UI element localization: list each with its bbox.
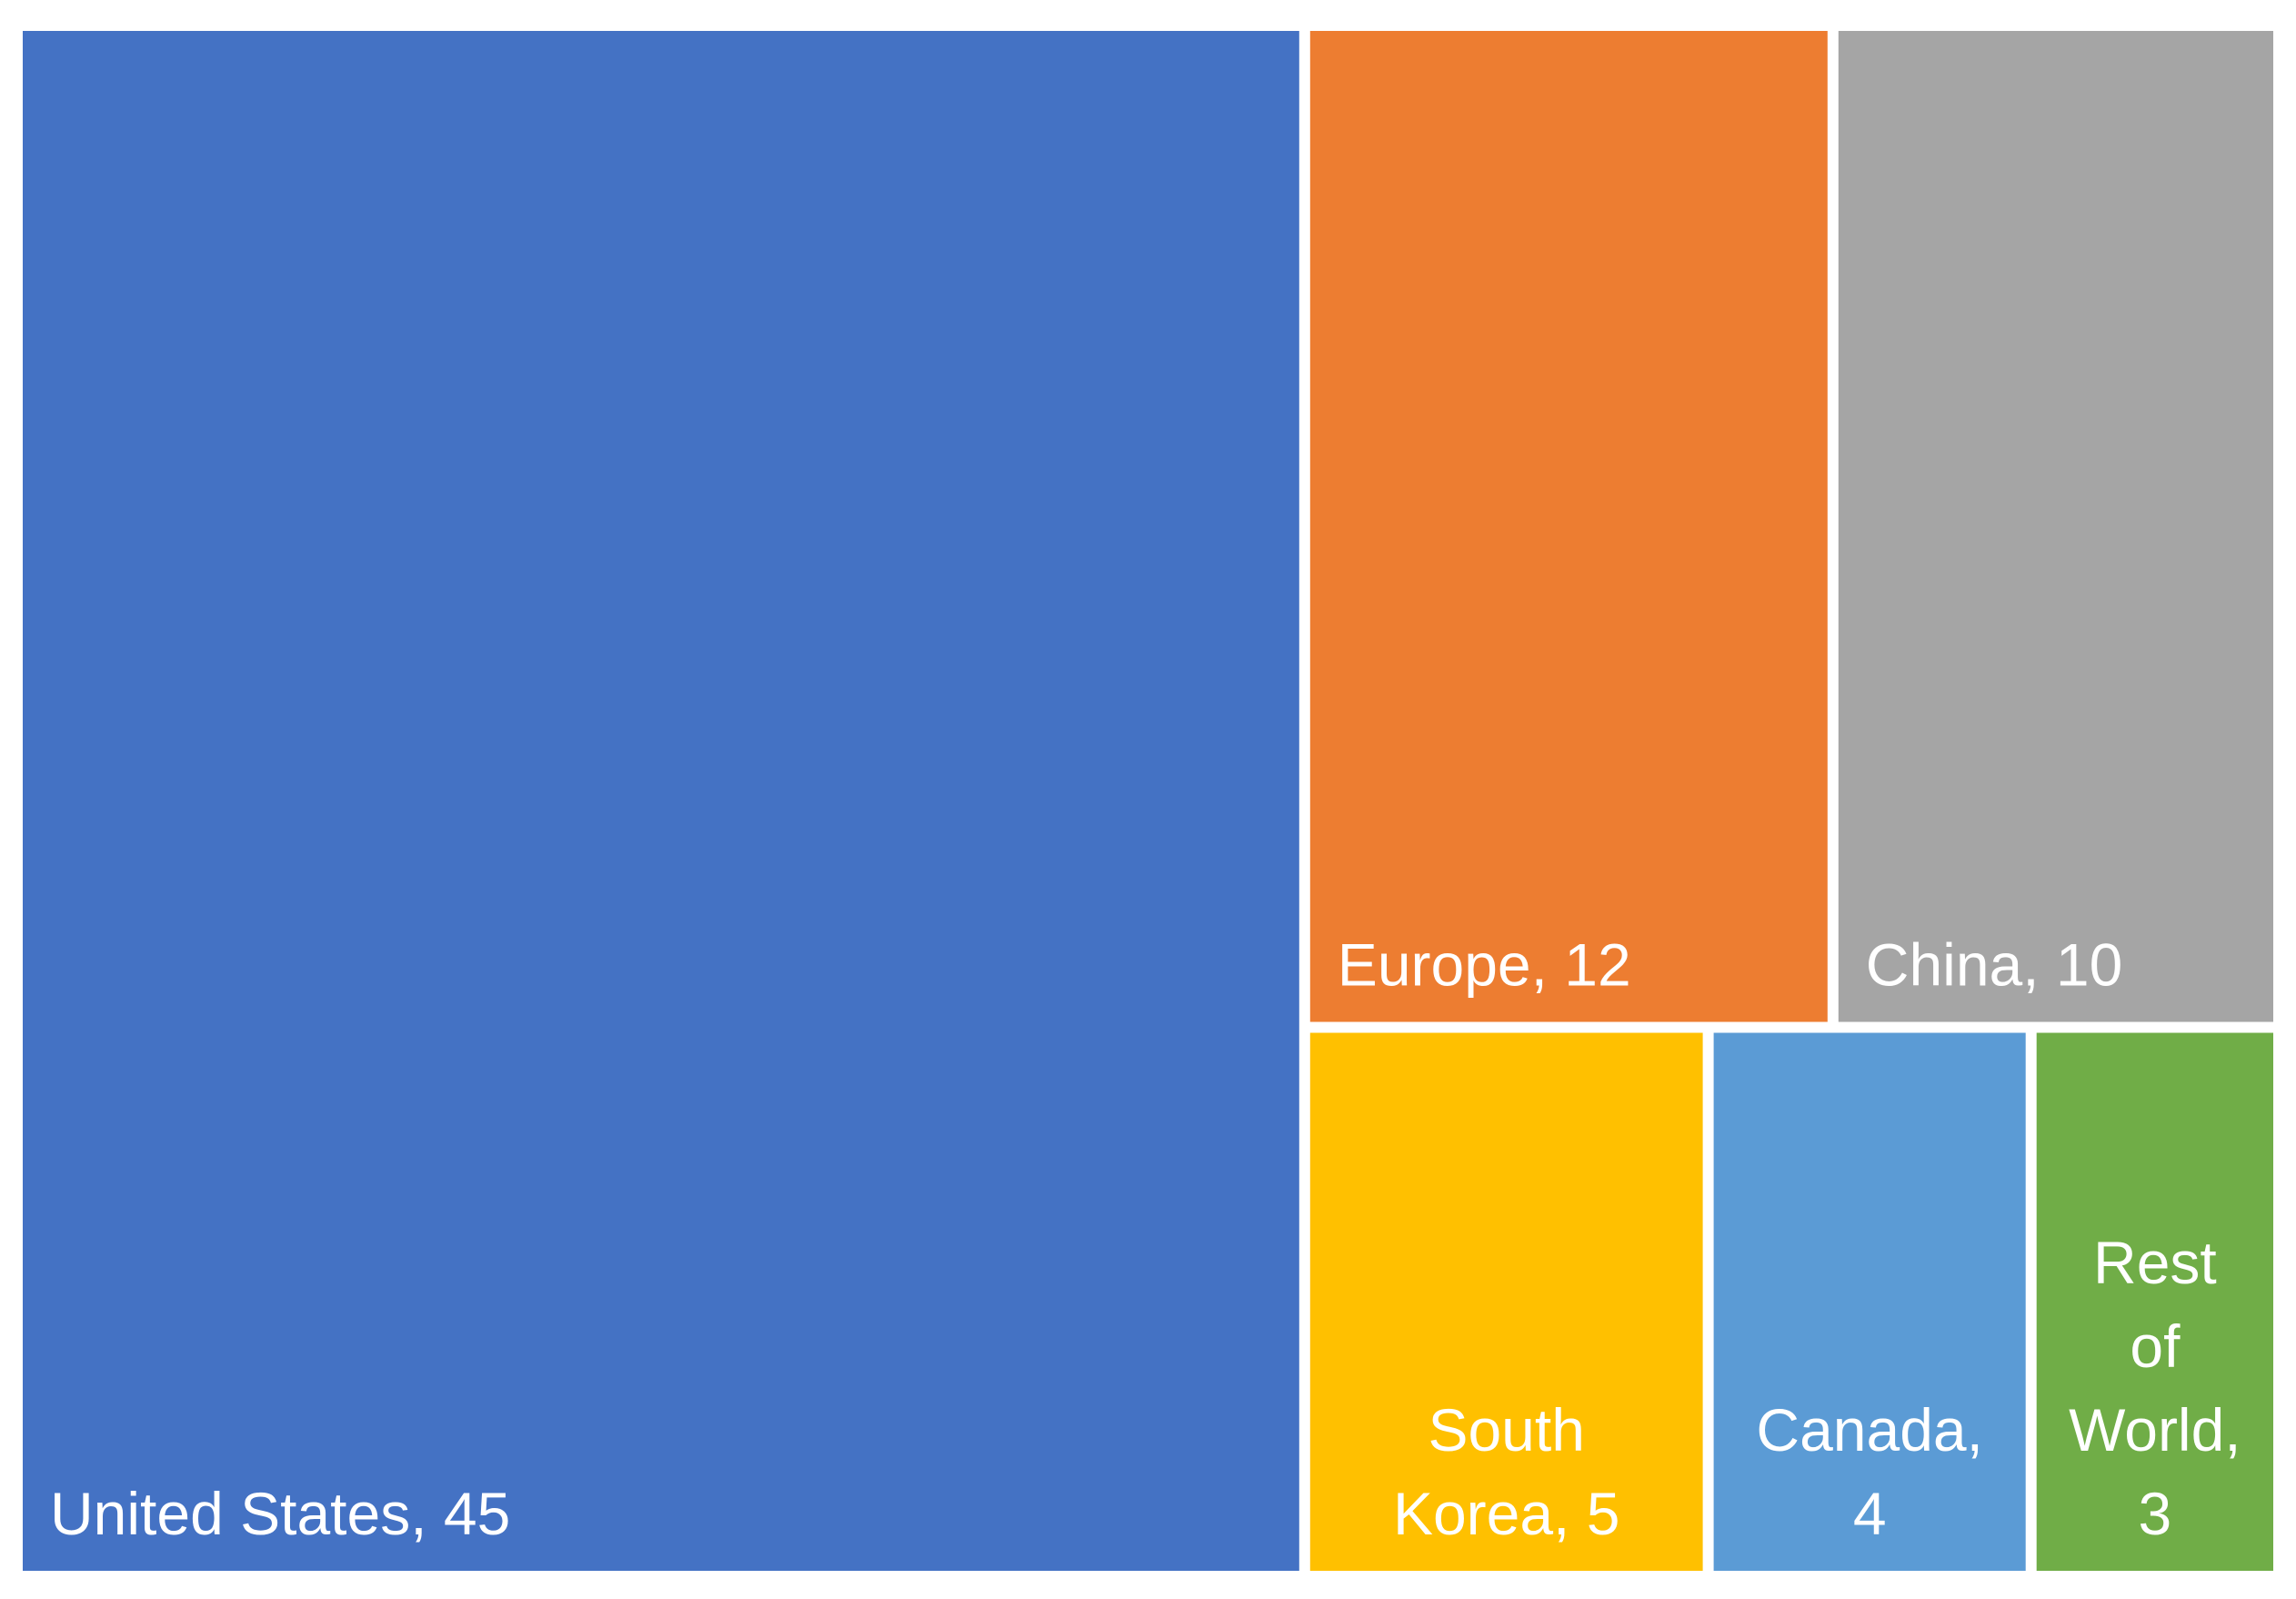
tile-label-rest-of-world-line-4: 3 xyxy=(2139,1480,2172,1547)
tile-label-canada-line-1: Canada, xyxy=(1756,1396,1983,1463)
tile-europe: Europe, 12 xyxy=(1309,31,1828,1022)
tile-canada: Canada, 4 xyxy=(1713,1032,2026,1571)
tile-label-china-line-1: China, 10 xyxy=(1866,931,2123,999)
tile-rect-united-states xyxy=(23,31,1299,1571)
tile-label-south-korea-line-2: Korea, 5 xyxy=(1393,1480,1620,1547)
tile-rect-china xyxy=(1838,31,2273,1022)
tile-china: China, 10 xyxy=(1838,31,2273,1022)
tile-rest-of-world: Rest of World, 3 xyxy=(2036,1032,2273,1571)
tile-rect-south-korea xyxy=(1309,1032,1703,1571)
tile-south-korea: South Korea, 5 xyxy=(1309,1032,1703,1571)
tile-label-europe-line-1: Europe, 12 xyxy=(1338,931,1631,999)
tile-label-rest-of-world-line-1: Rest xyxy=(2093,1229,2217,1296)
treemap-tiles: United States, 45 Europe, 12 China, 10 Sout… xyxy=(23,31,2273,1571)
tile-label-south-korea-line-1: South xyxy=(1428,1396,1584,1463)
tile-label-rest-of-world-line-2: of xyxy=(2130,1312,2181,1380)
tile-rect-europe xyxy=(1309,31,1828,1022)
tile-label-canada-line-2: 4 xyxy=(1853,1480,1887,1547)
tile-label-rest-of-world-line-3: World, xyxy=(2069,1396,2241,1463)
tile-rect-rest-of-world xyxy=(2036,1032,2273,1571)
tile-united-states: United States, 45 xyxy=(23,31,1299,1571)
tile-rect-canada xyxy=(1713,1032,2026,1571)
tile-label-united-states-line-1: United States, 45 xyxy=(50,1480,510,1547)
